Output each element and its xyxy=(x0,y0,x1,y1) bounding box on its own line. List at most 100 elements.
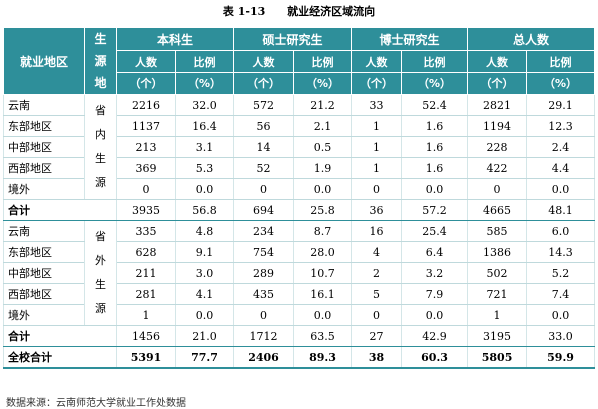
table-number: 表 1-13 xyxy=(222,5,266,18)
value-cell: 89.3 xyxy=(293,346,353,369)
subtotal-row: 合计 3935 56.8 694 25.8 36 57.2 4665 48.1 xyxy=(3,199,596,221)
ratio-unit: （%） xyxy=(401,71,469,96)
ratio-unit: （%） xyxy=(174,71,235,96)
value-cell: 2.4 xyxy=(526,136,596,158)
source-column-header: 生 源 地 xyxy=(84,27,117,95)
ratio-header: 比例 xyxy=(174,50,235,73)
source-char: 生 xyxy=(94,32,107,46)
ratio-unit: （%） xyxy=(293,71,353,96)
value-cell: 4 xyxy=(351,241,403,263)
source-char: 源 xyxy=(95,302,106,315)
value-cell: 1 xyxy=(116,304,176,326)
value-cell: 52 xyxy=(233,157,295,179)
value-cell: 422 xyxy=(467,157,528,179)
value-cell: 77.7 xyxy=(174,346,235,369)
source-char: 地 xyxy=(94,76,107,90)
value-cell: 5.2 xyxy=(526,262,596,284)
value-cell: 12.3 xyxy=(526,115,596,137)
source-group-label: 省内生源 xyxy=(84,94,117,200)
source-char: 外 xyxy=(95,254,106,267)
count-header: 人数 xyxy=(467,50,528,73)
row-label: 合计 xyxy=(3,325,117,347)
value-cell: 8.7 xyxy=(293,220,353,242)
grand-total-row: 全校合计 5391 77.7 2406 89.3 38 60.3 5805 59.9 xyxy=(3,346,596,369)
table-header: 就业地区 生 源 地 本科生 硕士研究生 博士研究生 总人数 人数 比例 人数 比例人… xyxy=(3,26,596,96)
value-cell: 1194 xyxy=(467,115,528,137)
value-cell: 585 xyxy=(467,220,528,242)
value-cell: 28.0 xyxy=(293,241,353,263)
region-cell: 云南 xyxy=(3,220,85,242)
value-cell: 3195 xyxy=(467,325,528,347)
value-cell: 5805 xyxy=(467,346,528,369)
value-cell: 36 xyxy=(351,199,403,221)
value-cell: 56.8 xyxy=(174,199,235,221)
table-row: 境外 0 0.0 0 0.0 0 0.0 0 0.0 xyxy=(3,178,596,200)
region-cell: 中部地区 xyxy=(3,136,85,158)
value-cell: 59.9 xyxy=(526,346,596,369)
region-cell: 境外 xyxy=(3,178,85,200)
value-cell: 572 xyxy=(233,94,295,116)
value-cell: 1.6 xyxy=(401,157,469,179)
value-cell: 4.4 xyxy=(526,157,596,179)
value-cell: 7.9 xyxy=(401,283,469,305)
count-header: 人数 xyxy=(233,50,295,73)
value-cell: 721 xyxy=(467,283,528,305)
value-cell: 48.1 xyxy=(526,199,596,221)
value-cell: 14.3 xyxy=(526,241,596,263)
value-cell: 0.0 xyxy=(293,178,353,200)
row-label: 全校合计 xyxy=(3,346,117,369)
count-unit: （个） xyxy=(351,71,403,96)
region-cell: 云南 xyxy=(3,94,85,116)
value-cell: 1.6 xyxy=(401,136,469,158)
value-cell: 56 xyxy=(233,115,295,137)
table-row: 西部地区 369 5.3 52 1.9 1 1.6 422 4.4 xyxy=(3,157,596,179)
region-cell: 中部地区 xyxy=(3,262,85,284)
value-cell: 435 xyxy=(233,283,295,305)
region-cell: 境外 xyxy=(3,304,85,326)
value-cell: 0.5 xyxy=(293,136,353,158)
value-cell: 2 xyxy=(351,262,403,284)
value-cell: 6.0 xyxy=(526,220,596,242)
table-row: 境外 1 0.0 0 0.0 0 0.0 1 0.0 xyxy=(3,304,596,326)
value-cell: 2821 xyxy=(467,94,528,116)
value-cell: 6.4 xyxy=(401,241,469,263)
value-cell: 754 xyxy=(233,241,295,263)
value-cell: 38 xyxy=(351,346,403,369)
value-cell: 1 xyxy=(351,136,403,158)
source-char: 生 xyxy=(95,278,106,291)
group-header-undergrad: 本科生 xyxy=(115,26,235,52)
value-cell: 0 xyxy=(467,178,528,200)
value-cell: 63.5 xyxy=(293,325,353,347)
subheader-row-1: 人数 比例 人数 比例 人数 比例 人数 比例 xyxy=(4,50,596,73)
source-char: 生 xyxy=(95,152,106,165)
value-cell: 369 xyxy=(116,157,176,179)
region-cell: 东部地区 xyxy=(3,115,85,137)
table-row: 云南省外生源 335 4.8 234 8.7 16 25.4 585 6.0 xyxy=(3,220,596,326)
row-label: 合计 xyxy=(3,199,117,221)
value-cell: 33 xyxy=(351,94,403,116)
value-cell: 33.0 xyxy=(526,325,596,347)
value-cell: 0 xyxy=(233,304,295,326)
value-cell: 60.3 xyxy=(401,346,469,369)
value-cell: 0.0 xyxy=(293,304,353,326)
value-cell: 1.9 xyxy=(293,157,353,179)
value-cell: 3.2 xyxy=(401,262,469,284)
value-cell: 21.0 xyxy=(174,325,235,347)
value-cell: 57.2 xyxy=(401,199,469,221)
ratio-header: 比例 xyxy=(293,50,353,73)
value-cell: 628 xyxy=(116,241,176,263)
table-title: 就业经济区域流向 xyxy=(287,5,376,18)
source-char: 省 xyxy=(95,104,106,117)
value-cell: 0.0 xyxy=(174,304,235,326)
count-header: 人数 xyxy=(116,50,176,73)
value-cell: 1137 xyxy=(116,115,176,137)
value-cell: 32.0 xyxy=(174,94,235,116)
value-cell: 0 xyxy=(351,178,403,200)
region-cell: 西部地区 xyxy=(3,283,85,305)
subheader-row-2: （个） （%） （个） （%） （个） （%） （个） （%） xyxy=(4,71,596,96)
value-cell: 4.1 xyxy=(174,283,235,305)
source-char: 源 xyxy=(95,176,106,189)
value-cell: 2216 xyxy=(116,94,176,116)
table-caption: 表 1-13 就业经济区域流向 xyxy=(0,3,598,19)
ratio-unit: （%） xyxy=(526,71,596,96)
